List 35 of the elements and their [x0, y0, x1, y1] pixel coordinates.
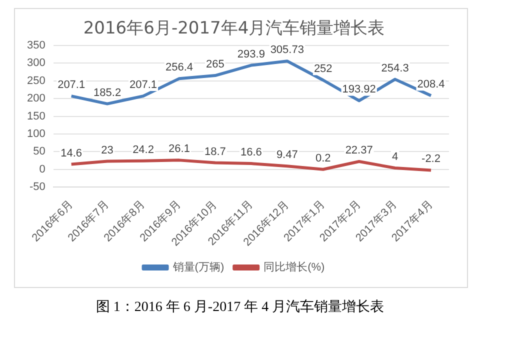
data-label: 305.73 — [270, 44, 304, 56]
data-label: 193.92 — [342, 84, 376, 96]
data-label: -2.2 — [422, 153, 440, 166]
y-tick-label: 200 — [26, 92, 46, 105]
data-label: 18.7 — [204, 146, 226, 158]
data-label: 0.2 — [315, 152, 331, 164]
chart-title: 2016年6月-2017年4月汽车销量增长表 — [83, 18, 385, 39]
data-label: 14.6 — [60, 147, 82, 160]
y-tick-label: -50 — [29, 181, 46, 194]
data-label: 22.37 — [345, 144, 373, 157]
data-label: 24.2 — [132, 144, 154, 156]
y-tick-label: 300 — [26, 57, 46, 70]
data-label: 208.4 — [417, 78, 445, 91]
data-label: 265 — [206, 58, 224, 71]
data-label: 256.4 — [165, 62, 194, 74]
y-tick-label: 350 — [26, 39, 46, 52]
y-tick-label: 50 — [33, 146, 46, 158]
data-label: 293.9 — [237, 48, 265, 60]
y-tick-label: 100 — [26, 128, 46, 140]
data-label: 4 — [392, 151, 398, 164]
data-label: 185.2 — [94, 86, 122, 99]
data-label: 23 — [101, 144, 114, 156]
y-tick-label: 150 — [26, 110, 46, 122]
data-label: 26.1 — [168, 143, 190, 156]
data-label: 207.1 — [130, 79, 158, 92]
y-tick-label: 0 — [39, 163, 46, 176]
data-label: 254.3 — [381, 62, 409, 74]
y-tick-label: 250 — [26, 74, 46, 87]
data-label: 252 — [314, 63, 332, 76]
data-label: 16.6 — [240, 146, 262, 159]
data-label: 207.1 — [58, 79, 86, 92]
legend-label: 销量(万辆) — [172, 262, 224, 274]
data-label: 9.47 — [276, 149, 298, 162]
caption: 图 1：2016 年 6 月-2017 年 4 月汽车销量增长表 — [94, 298, 386, 316]
legend-label: 同比增长(%) — [264, 260, 325, 274]
